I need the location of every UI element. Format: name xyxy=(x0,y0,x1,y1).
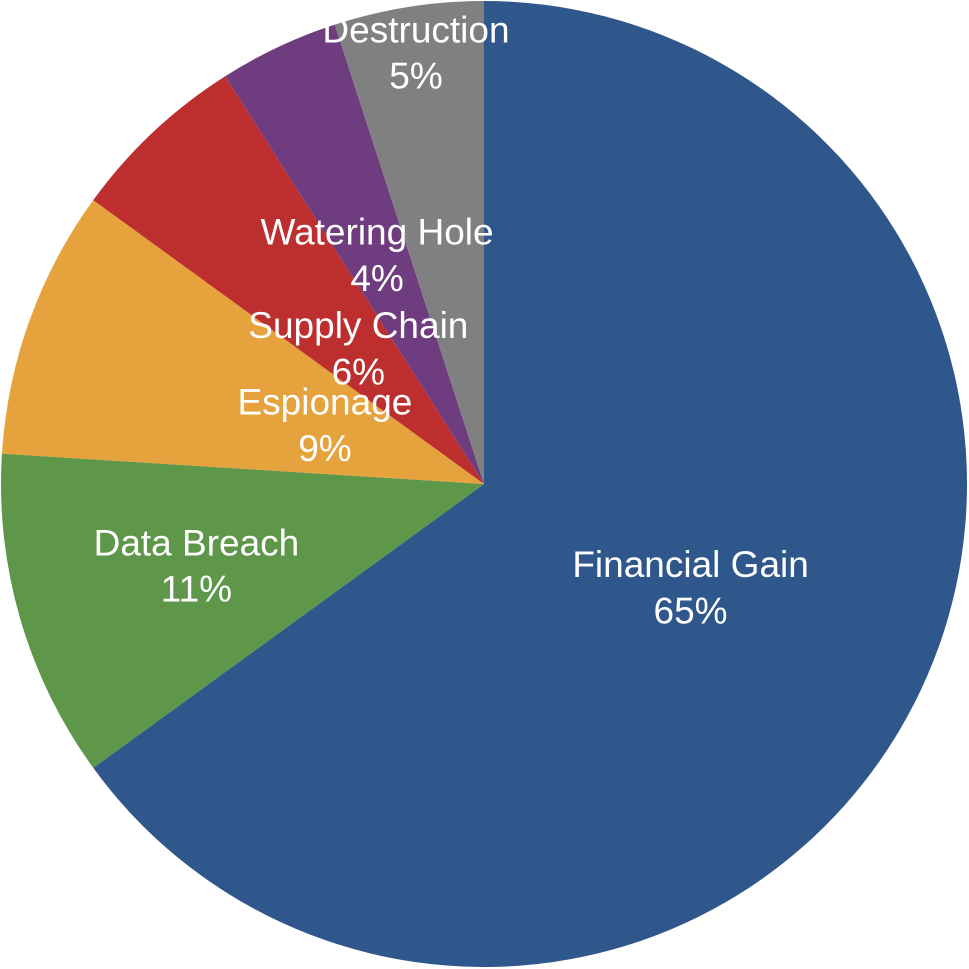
pie-label-destruction: Destruction 5% xyxy=(322,9,509,96)
pie-label-value: 11% xyxy=(161,568,232,609)
pie-slice-espionage xyxy=(1,200,484,484)
pie-label-watering-hole: Watering Hole 4% xyxy=(261,211,494,298)
pie-label-name: Data Breach xyxy=(94,522,300,563)
pie-label-name: Watering Hole xyxy=(261,211,494,252)
pie-label-financial-gain: Financial Gain 65% xyxy=(572,544,809,631)
pie-label-supply-chain: Supply Chain 6% xyxy=(248,305,468,392)
pie-label-value: 5% xyxy=(389,55,442,96)
pie-label-value: 65% xyxy=(654,590,728,631)
pie-label-name: Destruction xyxy=(322,9,509,50)
pie-label-value: 9% xyxy=(298,428,351,469)
pie-label-data-breach: Data Breach 11% xyxy=(94,522,300,609)
pie-slice-data-breach xyxy=(1,453,484,768)
pie-slice-financial-gain xyxy=(93,1,968,968)
pie-label-value: 6% xyxy=(332,351,385,392)
pie-slice-watering-hole xyxy=(225,24,484,484)
pie-slice-supply-chain xyxy=(93,76,485,485)
pie-label-name: Financial Gain xyxy=(572,544,809,585)
pie-label-value: 4% xyxy=(350,258,403,299)
pie-label-name: Supply Chain xyxy=(248,305,468,346)
pie-slice-destruction xyxy=(334,1,484,484)
pie-label-name: Espionage xyxy=(238,381,413,422)
pie-labels: Financial Gain 65% Data Breach 11% Espionage… xyxy=(94,9,809,631)
pie-label-espionage: Espionage 9% xyxy=(238,381,413,468)
